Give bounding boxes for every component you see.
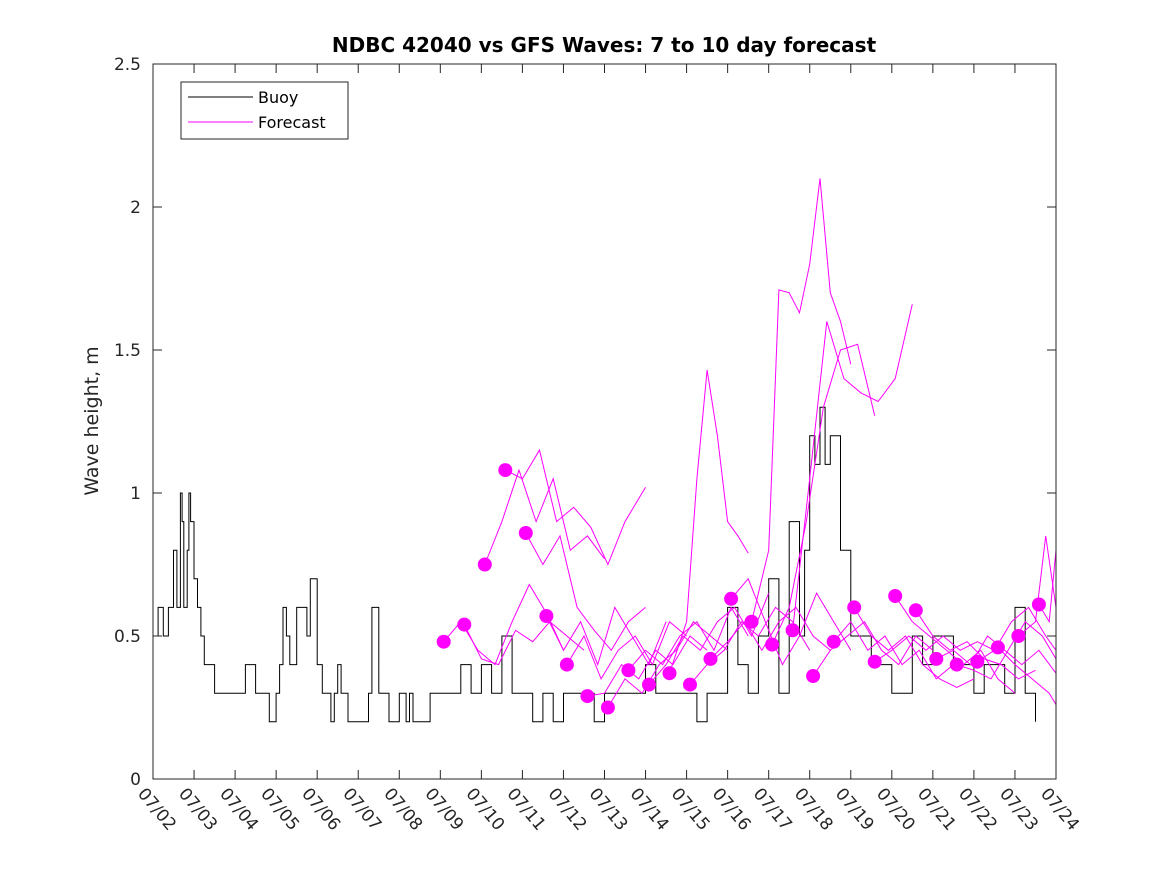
forecast-series-line [484, 468, 605, 565]
forecast-start-marker [436, 634, 451, 649]
marker-layer [436, 463, 1046, 715]
forecast-series-line [628, 606, 749, 671]
x-tick-label: 07/21 [913, 784, 960, 834]
forecast-series-line [669, 369, 749, 674]
forecast-start-marker [1031, 597, 1046, 612]
forecast-series-line [792, 304, 913, 631]
plot-background [153, 64, 1056, 779]
forecast-series-line [607, 620, 728, 708]
x-tick-label: 07/15 [667, 784, 714, 834]
forecast-series-line [894, 595, 1016, 694]
x-tick-label: 07/03 [174, 784, 221, 834]
forecast-series-line [710, 606, 831, 660]
x-tick-label: 07/09 [420, 784, 467, 834]
x-tick-label: 07/11 [503, 784, 550, 834]
forecast-start-marker [518, 526, 533, 540]
forecast-series-line [956, 620, 1057, 680]
x-tick-label: 07/16 [708, 784, 755, 834]
legend-box [180, 81, 349, 140]
forecast-series-line [997, 647, 1057, 705]
y-tick-label: 0 [130, 770, 141, 790]
forecast-start-marker [477, 557, 492, 572]
forecast-series-line [1018, 535, 1057, 637]
forecast-series-line [525, 532, 646, 652]
x-tick-label: 07/02 [133, 784, 180, 834]
forecast-start-marker [642, 677, 656, 692]
x-tick-label: 07/13 [585, 784, 632, 834]
forecast-series-line [648, 592, 770, 685]
forecast-start-marker [744, 614, 759, 629]
forecast-start-marker [1011, 629, 1026, 643]
forecast-start-marker [539, 609, 554, 623]
forecast-start-marker [724, 591, 739, 606]
forecast-start-marker [621, 663, 636, 678]
forecast-series-line [977, 606, 1057, 663]
y-axis: 0 0.5 1 1.5 2 2.5 [114, 55, 1056, 790]
legend: Buoy Forecast [180, 81, 349, 140]
forecast-start-marker [867, 654, 882, 669]
y-tick-label: 0.5 [114, 627, 141, 647]
x-tick-label: 07/24 [1036, 784, 1083, 834]
y-tick-label: 1.5 [114, 341, 141, 361]
x-tick-label: 07/08 [379, 784, 426, 834]
forecast-start-marker [683, 677, 697, 692]
forecast-series-line [751, 178, 852, 622]
forecast-series-line [915, 610, 1036, 680]
forecast-start-marker [908, 603, 923, 618]
x-tick-label: 07/22 [954, 784, 1001, 834]
forecast-start-marker [888, 589, 903, 603]
forecast-series-line [545, 606, 667, 667]
forecast-series-line [587, 635, 708, 697]
x-tick-label: 07/19 [831, 784, 878, 834]
buoy-series-line [153, 406, 1036, 723]
chart-title: NDBC 42040 vs GFS Waves: 7 to 10 day for… [332, 33, 877, 57]
forecast-start-marker [990, 640, 1005, 655]
x-tick-label: 07/06 [297, 784, 344, 834]
y-axis-title: Wave height, m [81, 346, 103, 495]
x-tick-label: 07/14 [626, 784, 673, 834]
y-tick-label: 2 [130, 198, 141, 218]
forecast-series-line [566, 620, 687, 681]
legend-label-forecast: Forecast [258, 113, 326, 132]
forecast-series-line [853, 607, 975, 689]
x-tick-label: 07/04 [215, 784, 262, 834]
forecast-start-marker [785, 623, 800, 638]
forecast-start-marker [847, 600, 862, 615]
y-tick-label: 2.5 [114, 55, 141, 75]
forecast-start-marker [929, 651, 944, 666]
x-tick-label: 07/17 [749, 784, 796, 834]
forecast-start-marker [662, 666, 677, 681]
forecast-series-line [463, 620, 585, 666]
forecast-start-marker [559, 657, 574, 672]
forecast-start-marker [580, 689, 595, 704]
forecast-series-line [771, 343, 876, 645]
y-tick-label: 1 [130, 484, 141, 504]
forecast-start-marker [765, 637, 780, 652]
x-tick-label: 07/10 [462, 784, 509, 834]
forecast-series-line [505, 448, 646, 566]
legend-label-buoy: Buoy [258, 88, 298, 107]
forecast-series-line [730, 577, 852, 666]
x-tick-label: 07/18 [790, 784, 837, 834]
forecast-start-marker [600, 700, 615, 715]
series-layer [153, 178, 1057, 723]
x-tick-label: 07/23 [995, 784, 1042, 834]
x-tick-label: 07/12 [544, 784, 591, 834]
forecast-start-marker [949, 657, 964, 672]
forecast-start-marker [970, 654, 985, 669]
x-tick-label: 07/07 [338, 784, 385, 834]
forecast-start-marker [703, 651, 718, 666]
x-tick-label: 07/20 [872, 784, 919, 834]
forecast-start-marker [498, 463, 513, 478]
forecast-start-marker [457, 617, 472, 632]
forecast-start-marker [806, 669, 821, 683]
x-tick-label: 07/05 [256, 784, 303, 834]
forecast-start-marker [826, 634, 841, 649]
forecast-series-line [874, 635, 995, 663]
